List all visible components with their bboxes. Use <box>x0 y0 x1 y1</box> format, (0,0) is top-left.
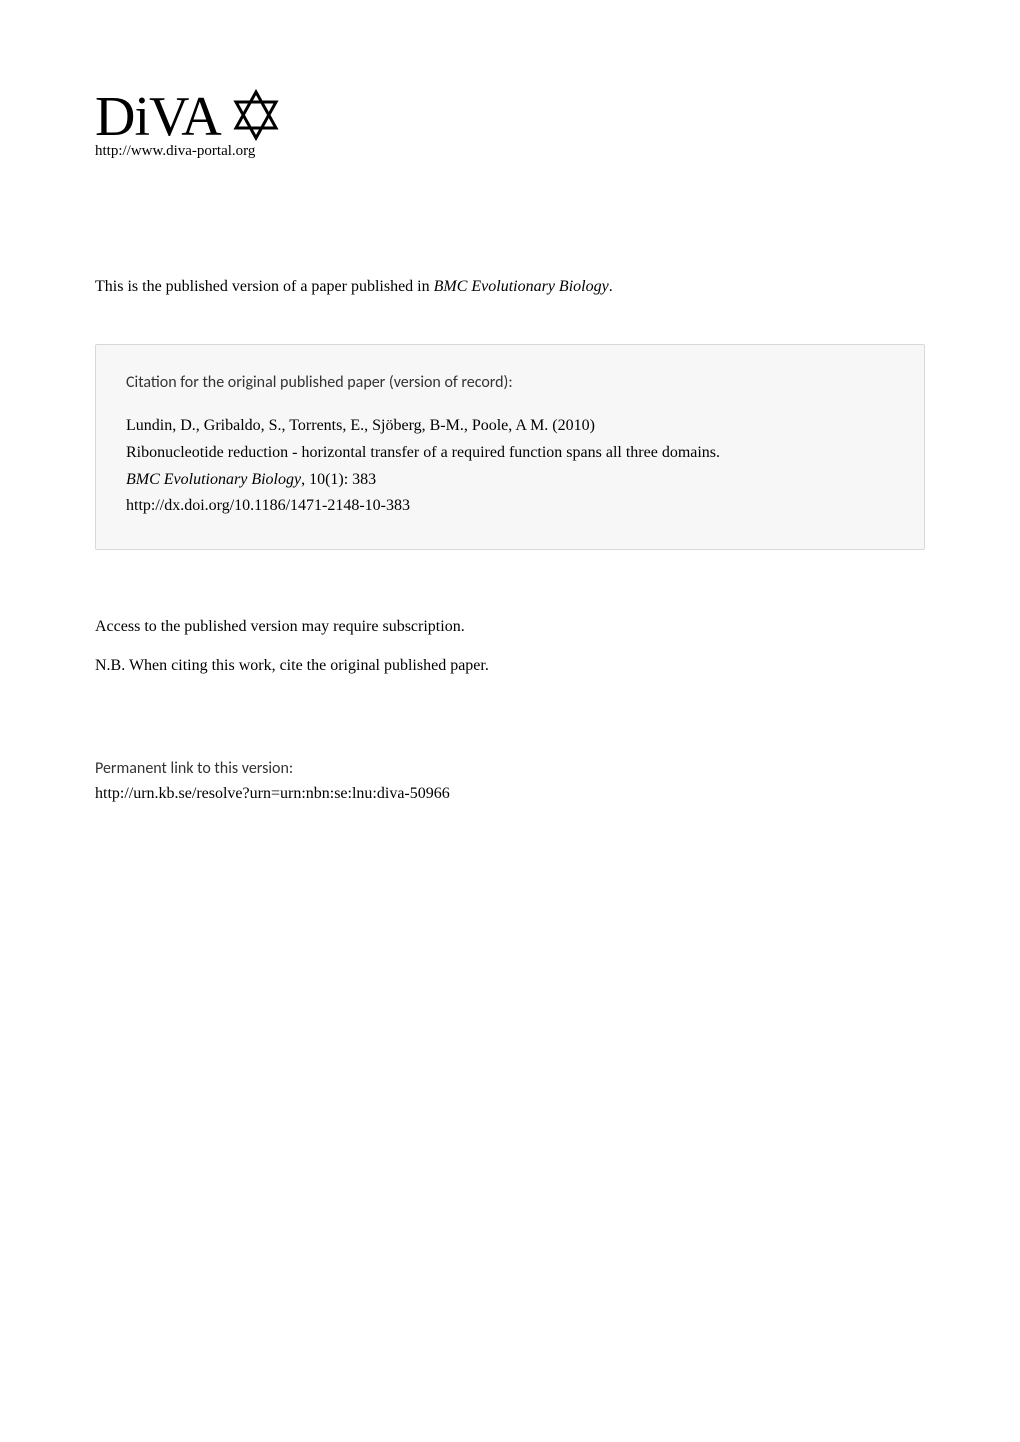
intro-journal: BMC Evolutionary Biology <box>434 278 609 295</box>
citation-volume-pages: , 10(1): 383 <box>301 471 376 488</box>
citation-journal-name: BMC Evolutionary Biology <box>126 471 301 488</box>
citation-title: Ribonucleotide reduction - horizontal tr… <box>126 441 894 466</box>
citation-doi[interactable]: http://dx.doi.org/10.1186/1471-2148-10-3… <box>126 494 894 519</box>
intro-prefix: This is the published version of a paper… <box>95 278 434 295</box>
citation-authors: Lundin, D., Gribaldo, S., Torrents, E., … <box>126 414 894 439</box>
intro-suffix: . <box>609 278 613 295</box>
access-note: Access to the published version may requ… <box>95 615 925 640</box>
intro-sentence: This is the published version of a paper… <box>95 275 925 299</box>
permalink-block: Permanent link to this version: http://u… <box>95 759 925 807</box>
nb-note: N.B. When citing this work, cite the ori… <box>95 654 925 679</box>
citation-journal-line: BMC Evolutionary Biology, 10(1): 383 <box>126 468 894 493</box>
citation-box: Citation for the original published pape… <box>95 344 925 550</box>
star-of-david-icon <box>229 88 283 147</box>
logo-text: DiVA <box>95 85 221 149</box>
logo-row: DiVA <box>95 85 925 149</box>
permalink-url[interactable]: http://urn.kb.se/resolve?urn=urn:nbn:se:… <box>95 782 925 807</box>
permalink-heading: Permanent link to this version: <box>95 759 925 778</box>
logo-url[interactable]: http://www.diva-portal.org <box>95 143 925 160</box>
citation-heading: Citation for the original published pape… <box>126 373 894 392</box>
logo-block: DiVA http://www.diva-portal.org <box>95 85 925 160</box>
